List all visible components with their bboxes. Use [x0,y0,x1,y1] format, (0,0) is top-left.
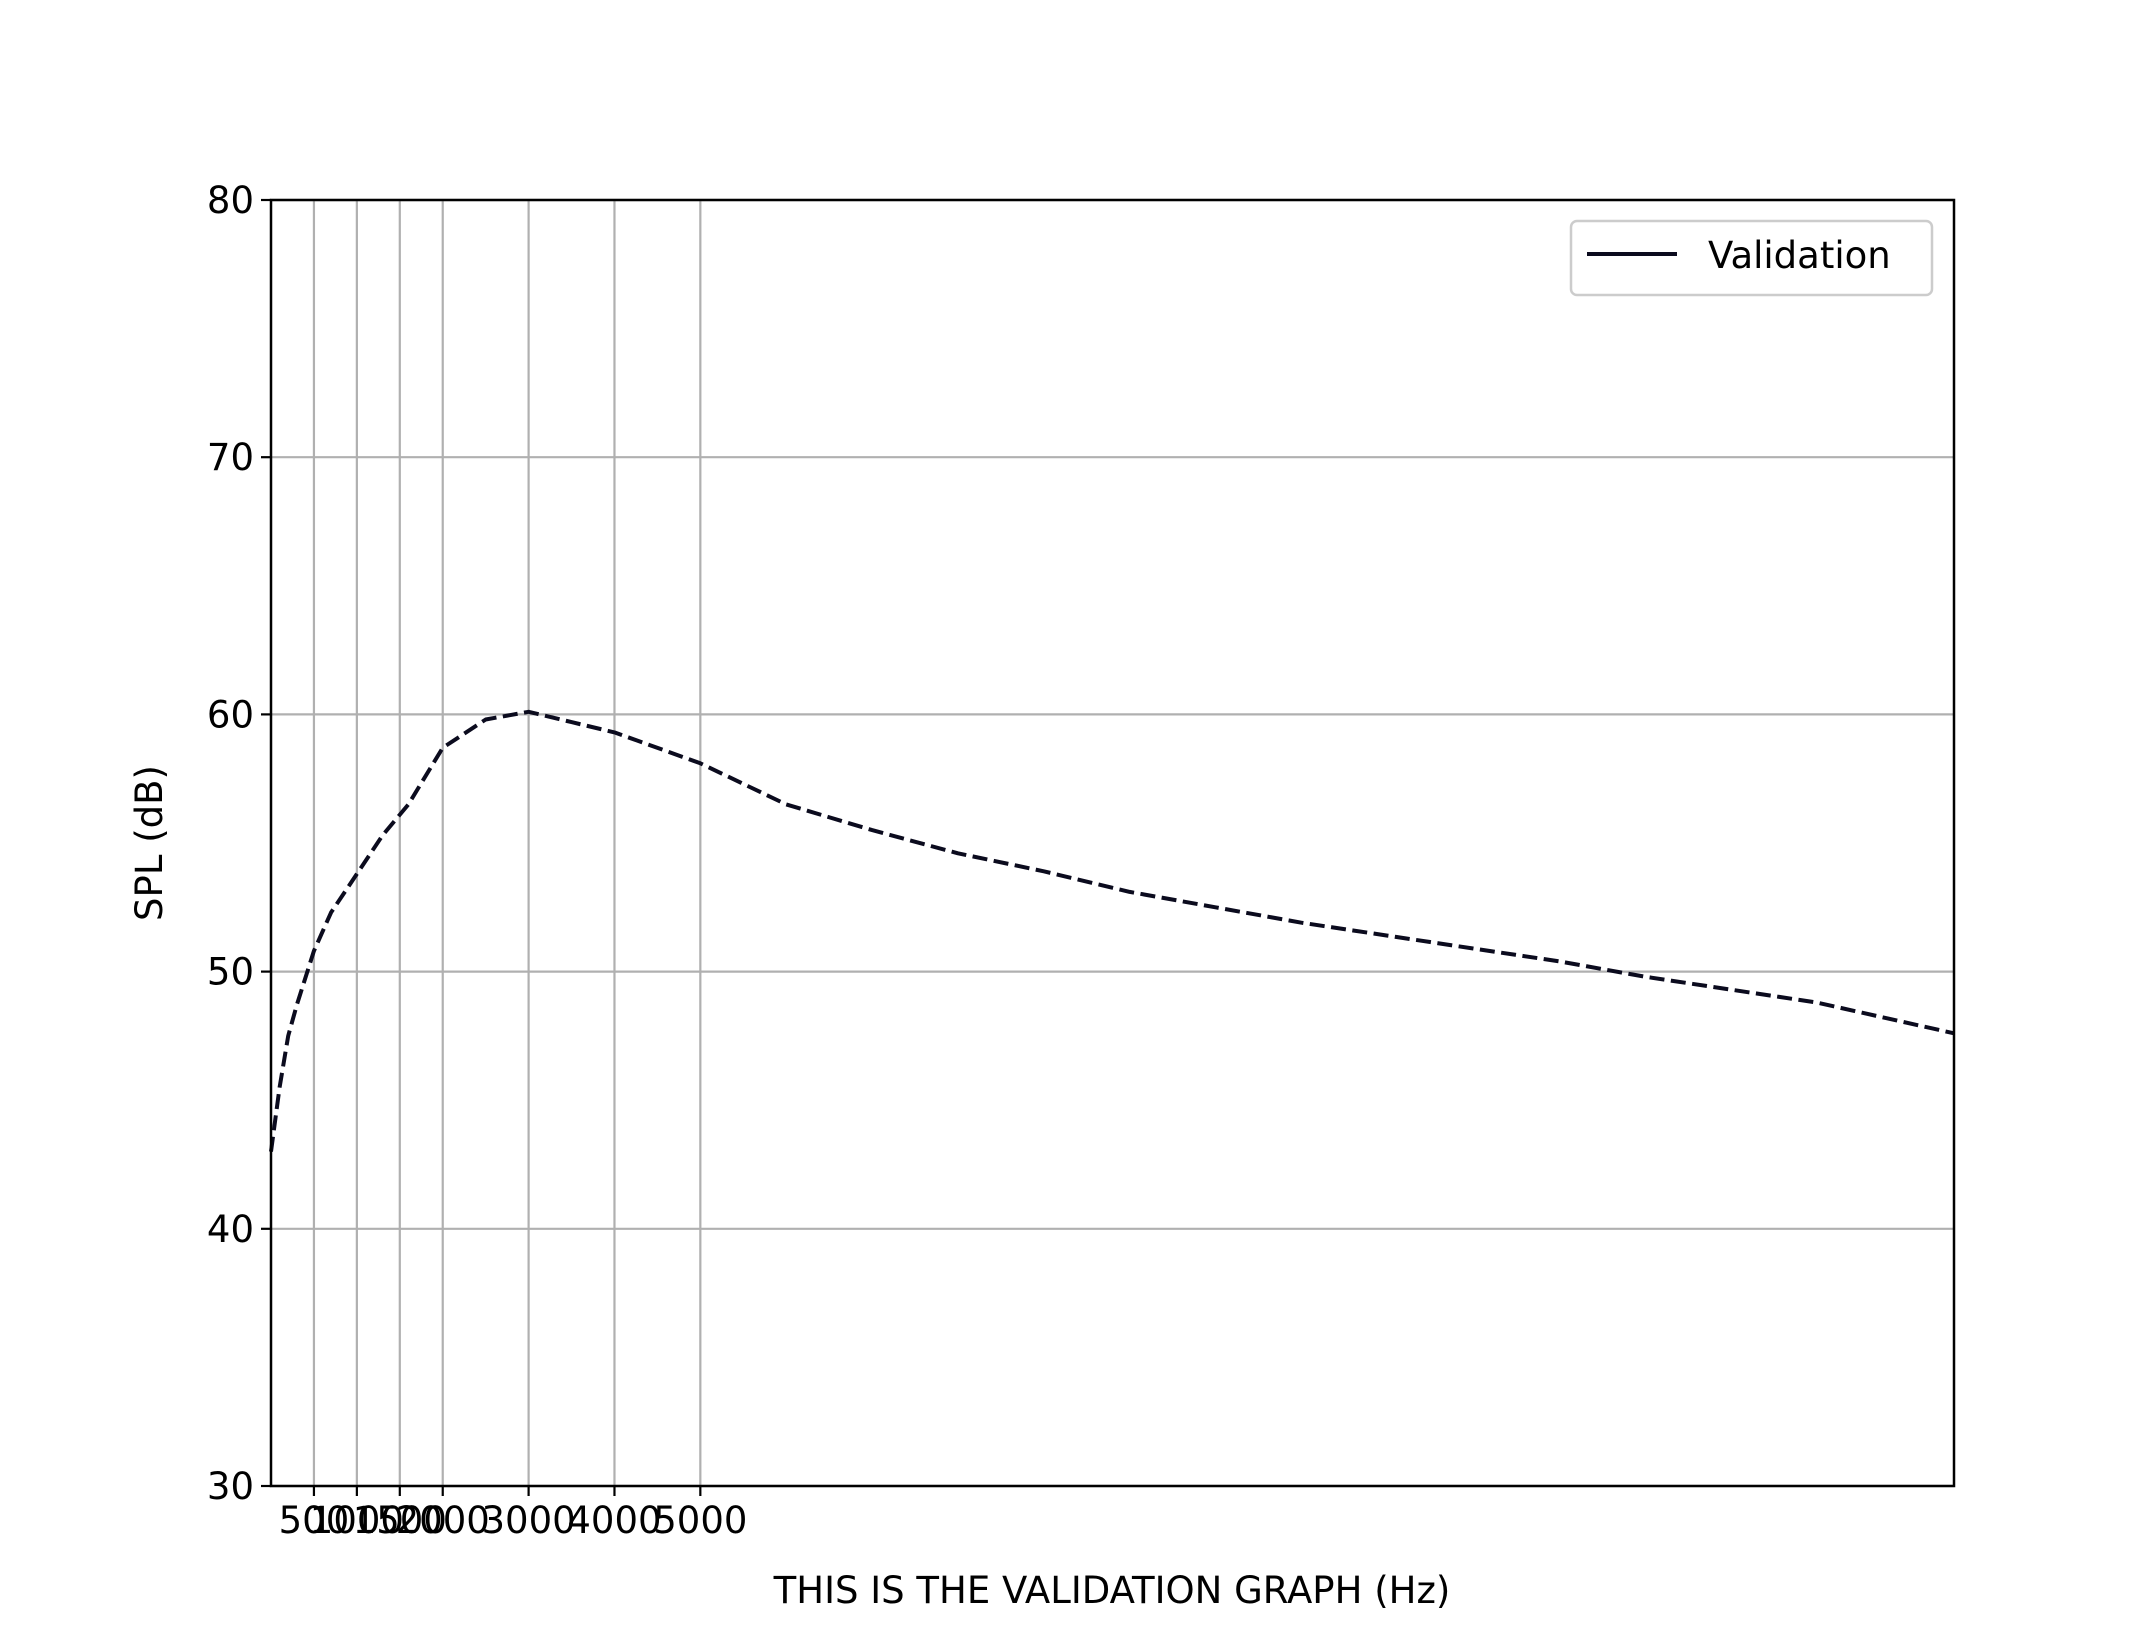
x-axis-label: THIS IS THE VALIDATION GRAPH (Hz) [773,1569,1451,1612]
series-lines [269,709,1955,1152]
y-tick-label: 40 [207,1208,254,1251]
y-axis-label: SPL (dB) [128,765,171,921]
y-tick-label: 30 [207,1465,254,1508]
grid-lines [271,198,1954,1488]
y-tick-label: 60 [207,693,254,736]
x-tick-label: 2000 [396,1499,490,1542]
y-tick-label: 50 [207,951,254,994]
legend-box [1569,219,1934,297]
y-axis: 30 40 50 60 70 80 [207,179,271,1508]
x-tick-label: 500 [279,1499,350,1542]
x-tick-label: 1500 [353,1499,447,1542]
x-tick-label: 3000 [482,1499,576,1542]
x-tick-label: 5000 [653,1499,747,1542]
x-tick-label: 1000 [310,1499,404,1542]
x-tick-label: 4000 [567,1499,661,1542]
series-line-validation [269,709,1955,1152]
legend-label-validation: Validation [1708,234,1891,277]
y-tick-label: 80 [207,179,254,222]
legend: Validation [1569,219,1934,297]
y-tick-label: 70 [207,436,254,479]
plot-frame [269,198,1956,1488]
